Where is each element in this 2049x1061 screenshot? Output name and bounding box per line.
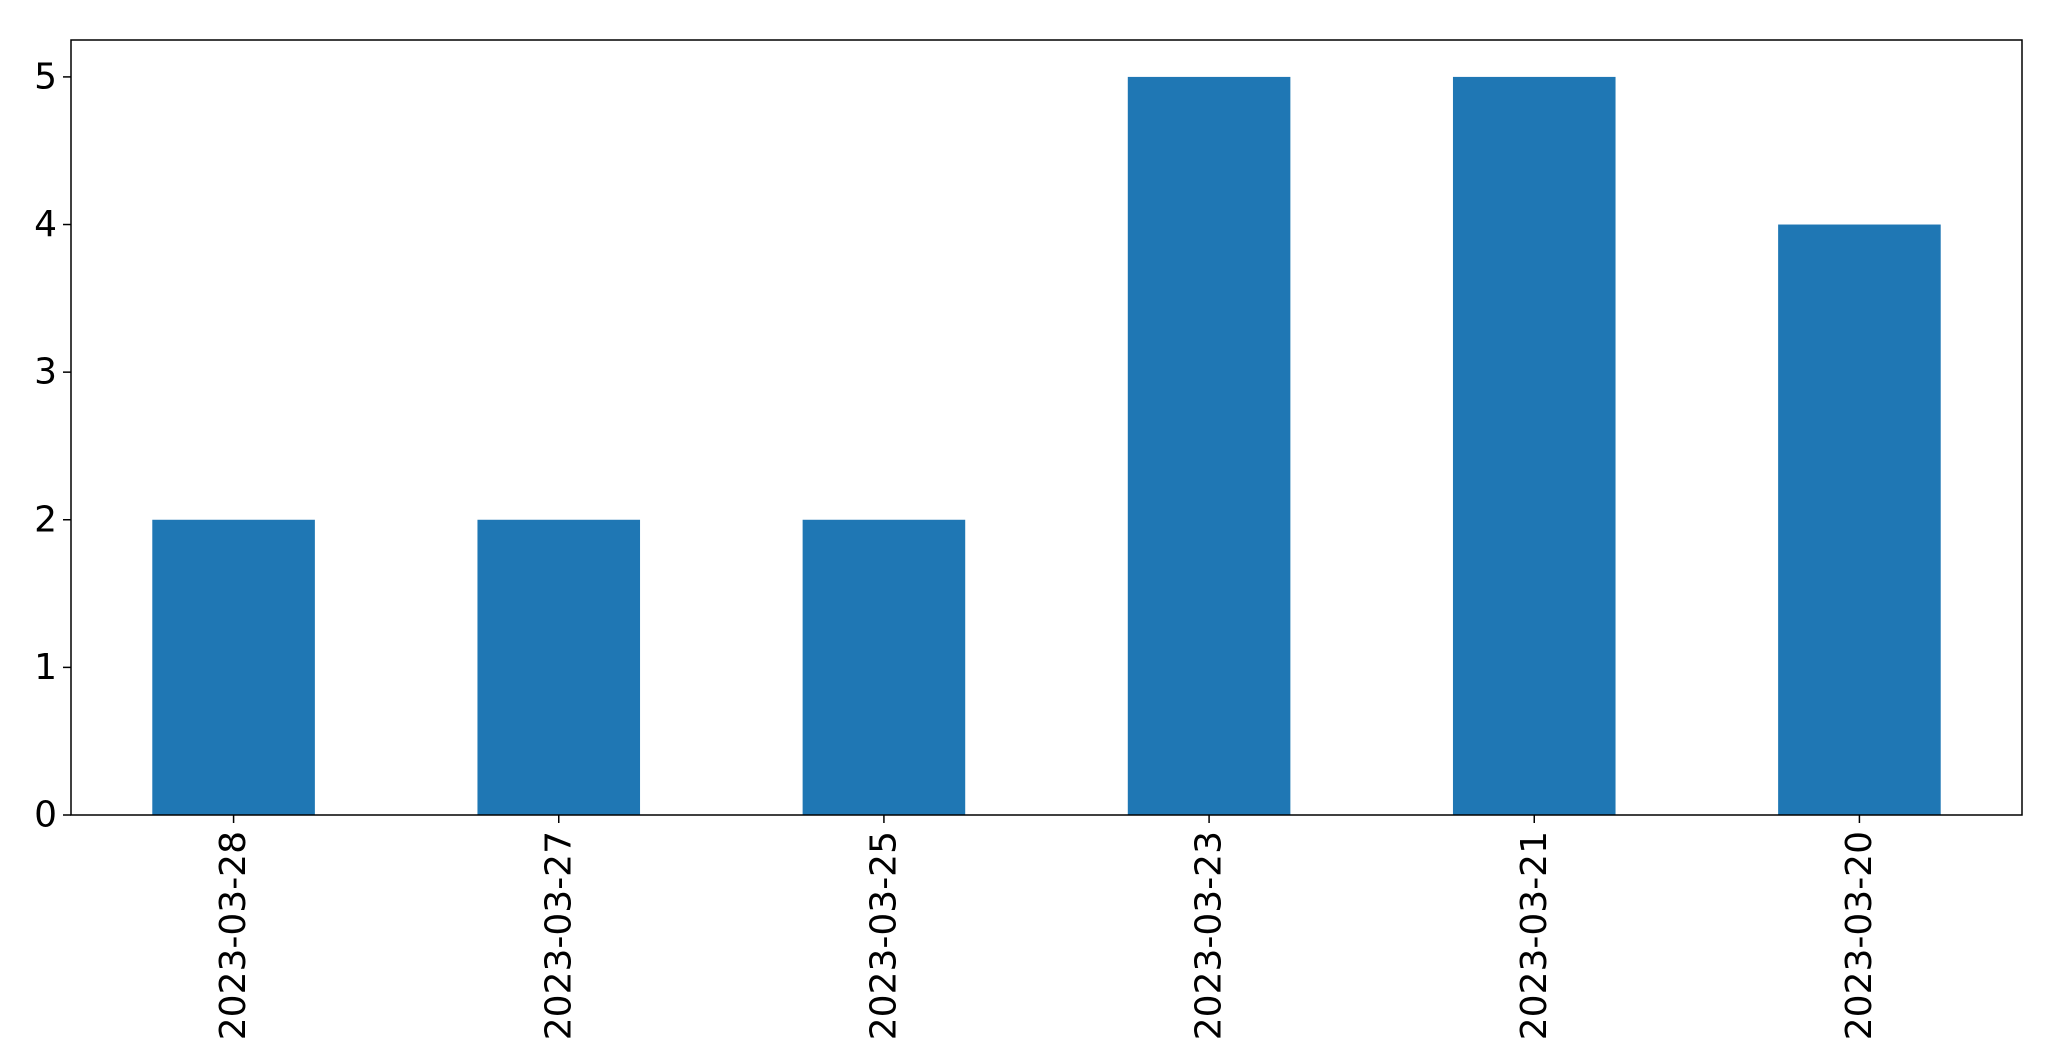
x-tick-label: 2023-03-25 <box>863 831 904 1040</box>
bars-group <box>152 76 1941 815</box>
y-tick-label: 3 <box>34 352 57 393</box>
y-tick-label: 0 <box>34 795 57 836</box>
y-tick-label: 2 <box>34 499 57 540</box>
bar-2023-03-21 <box>1452 76 1616 815</box>
plot-frame <box>70 39 2023 816</box>
y-tick-label: 4 <box>34 204 57 245</box>
bar-2023-03-20 <box>1778 224 1941 815</box>
y-axis: 0 1 2 3 4 5 <box>34 56 71 836</box>
bar-2023-03-27 <box>477 519 641 815</box>
bar-2023-03-25 <box>802 519 966 815</box>
y-tick-label: 1 <box>34 647 57 688</box>
bar-2023-03-28 <box>152 519 315 815</box>
x-tick-label: 2023-03-28 <box>213 831 254 1040</box>
x-tick-label: 2023-03-21 <box>1514 831 1555 1040</box>
x-tick-label: 2023-03-20 <box>1839 831 1880 1040</box>
x-tick-label: 2023-03-27 <box>538 831 579 1040</box>
x-tick-label: 2023-03-23 <box>1189 831 1230 1040</box>
y-tick-label: 5 <box>34 56 57 97</box>
x-axis: 2023-03-28 2023-03-27 2023-03-25 2023-03-23… <box>213 815 1880 1040</box>
bar-2023-03-23 <box>1127 76 1291 815</box>
